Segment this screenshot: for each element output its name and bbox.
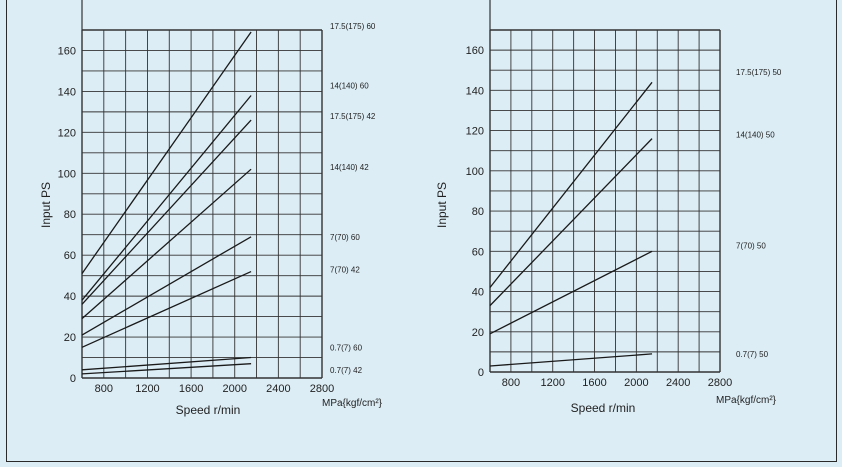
x-tick-label: 2000 [624,377,648,389]
y-tick-label: 40 [64,291,76,303]
series-line [81,236,252,336]
x-tick-label: 1600 [179,383,203,395]
series-line [81,95,252,301]
x-tick-label: 2800 [310,383,334,395]
series-label: 17.5(175) 60 [330,22,376,31]
series-line [489,81,653,288]
y-tick-label: 120 [466,126,484,138]
x-tick-label: 2000 [222,383,246,395]
x-tick-label: 2800 [708,377,732,389]
panel-border-right [836,0,837,462]
x-tick-label: 2400 [266,383,290,395]
series-label: 7(70) 60 [330,233,360,242]
pressure-unit-label: MPa{kgf/cm²} [716,395,777,406]
y-tick-label: 100 [466,166,484,178]
x-tick-label: 800 [502,377,520,389]
series-label: 7(70) 42 [330,266,360,275]
y-tick-label: 0 [478,367,484,379]
y-tick-label: 160 [58,45,76,57]
y-tick-label: 160 [466,45,484,57]
series-line [81,270,252,348]
x-tick-label: 1200 [135,383,159,395]
series-label: 0.7(7) 42 [330,366,363,375]
series-line [489,353,653,367]
y-tick-label: 140 [58,86,76,98]
series-line [489,138,653,307]
y-axis-label: Input PS [39,182,53,228]
y-tick-label: 40 [472,287,484,299]
series-line [81,168,252,320]
panel-border-bottom [6,461,837,462]
series-label: 0.7(7) 50 [736,350,769,359]
y-tick-label: 60 [64,250,76,262]
y-tick-label: 20 [64,332,76,344]
series-label: 17.5(175) 42 [330,112,376,121]
y-tick-label: 140 [466,85,484,97]
x-axis-label: Speed r/min [176,403,241,417]
y-tick-label: 120 [58,127,76,139]
y-tick-label: 100 [58,168,76,180]
series-label: 17.5(175) 50 [736,68,782,77]
series-label: 7(70) 50 [736,241,766,250]
x-tick-label: 1200 [540,377,564,389]
series-line [81,363,252,375]
panel-border-left [6,0,7,462]
series-label: 14(140) 50 [736,131,775,140]
series-line [81,356,252,371]
series-line [81,31,252,274]
y-tick-label: 20 [472,327,484,339]
series-label: 14(140) 60 [330,81,369,90]
y-tick-label: 80 [472,206,484,218]
series-line [489,250,653,335]
pressure-unit-label: MPa{kgf/cm²} [322,398,383,409]
x-tick-label: 800 [95,383,113,395]
x-axis-label: Speed r/min [571,401,636,415]
x-tick-label: 1600 [582,377,606,389]
y-tick-label: 60 [472,246,484,258]
y-tick-label: 80 [64,209,76,221]
series-line [81,119,252,305]
x-tick-label: 2400 [666,377,690,389]
y-tick-label: 0 [70,373,76,385]
series-label: 14(140) 42 [330,163,369,172]
y-axis-label: Input PS [435,182,449,228]
series-label: 0.7(7) 60 [330,343,363,352]
